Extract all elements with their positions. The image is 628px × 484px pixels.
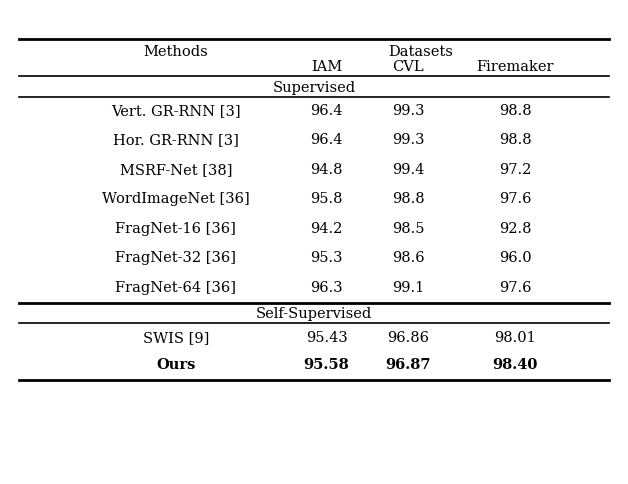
- Text: MSRF-Net [38]: MSRF-Net [38]: [119, 163, 232, 177]
- Text: Datasets: Datasets: [388, 45, 453, 59]
- Text: 99.3: 99.3: [392, 104, 425, 118]
- Text: 99.1: 99.1: [392, 281, 425, 295]
- Text: SWIS [9]: SWIS [9]: [143, 331, 209, 345]
- Text: 96.4: 96.4: [310, 104, 343, 118]
- Text: 96.4: 96.4: [310, 134, 343, 147]
- Text: 96.86: 96.86: [387, 331, 429, 345]
- Text: 95.3: 95.3: [310, 252, 343, 265]
- Text: Supervised: Supervised: [273, 81, 355, 95]
- Text: 95.43: 95.43: [306, 331, 347, 345]
- Text: FragNet-64 [36]: FragNet-64 [36]: [116, 281, 236, 295]
- Text: Self-Supervised: Self-Supervised: [256, 307, 372, 320]
- Text: 96.3: 96.3: [310, 281, 343, 295]
- Text: 94.8: 94.8: [310, 163, 343, 177]
- Text: Ours: Ours: [156, 359, 195, 372]
- Text: 98.01: 98.01: [494, 331, 536, 345]
- Text: Hor. GR-RNN [3]: Hor. GR-RNN [3]: [113, 134, 239, 147]
- Text: 96.87: 96.87: [386, 359, 431, 372]
- Text: 98.6: 98.6: [392, 252, 425, 265]
- Text: 98.8: 98.8: [392, 193, 425, 206]
- Text: FragNet-32 [36]: FragNet-32 [36]: [116, 252, 236, 265]
- Text: 97.2: 97.2: [499, 163, 531, 177]
- Text: 95.58: 95.58: [304, 359, 349, 372]
- Text: 95.8: 95.8: [310, 193, 343, 206]
- Text: WordImageNet [36]: WordImageNet [36]: [102, 193, 250, 206]
- Text: 96.0: 96.0: [499, 252, 531, 265]
- Text: 98.5: 98.5: [392, 222, 425, 236]
- Text: FragNet-16 [36]: FragNet-16 [36]: [116, 222, 236, 236]
- Text: 98.40: 98.40: [492, 359, 538, 372]
- Text: 98.8: 98.8: [499, 104, 531, 118]
- Text: 94.2: 94.2: [310, 222, 343, 236]
- Text: 97.6: 97.6: [499, 281, 531, 295]
- Text: 98.8: 98.8: [499, 134, 531, 147]
- Text: 99.3: 99.3: [392, 134, 425, 147]
- Text: 92.8: 92.8: [499, 222, 531, 236]
- Text: Firemaker: Firemaker: [476, 60, 554, 74]
- Text: CVL: CVL: [392, 60, 424, 74]
- Text: 99.4: 99.4: [392, 163, 425, 177]
- Text: IAM: IAM: [311, 60, 342, 74]
- Text: Methods: Methods: [143, 45, 208, 59]
- Text: Vert. GR-RNN [3]: Vert. GR-RNN [3]: [111, 104, 241, 118]
- Text: 97.6: 97.6: [499, 193, 531, 206]
